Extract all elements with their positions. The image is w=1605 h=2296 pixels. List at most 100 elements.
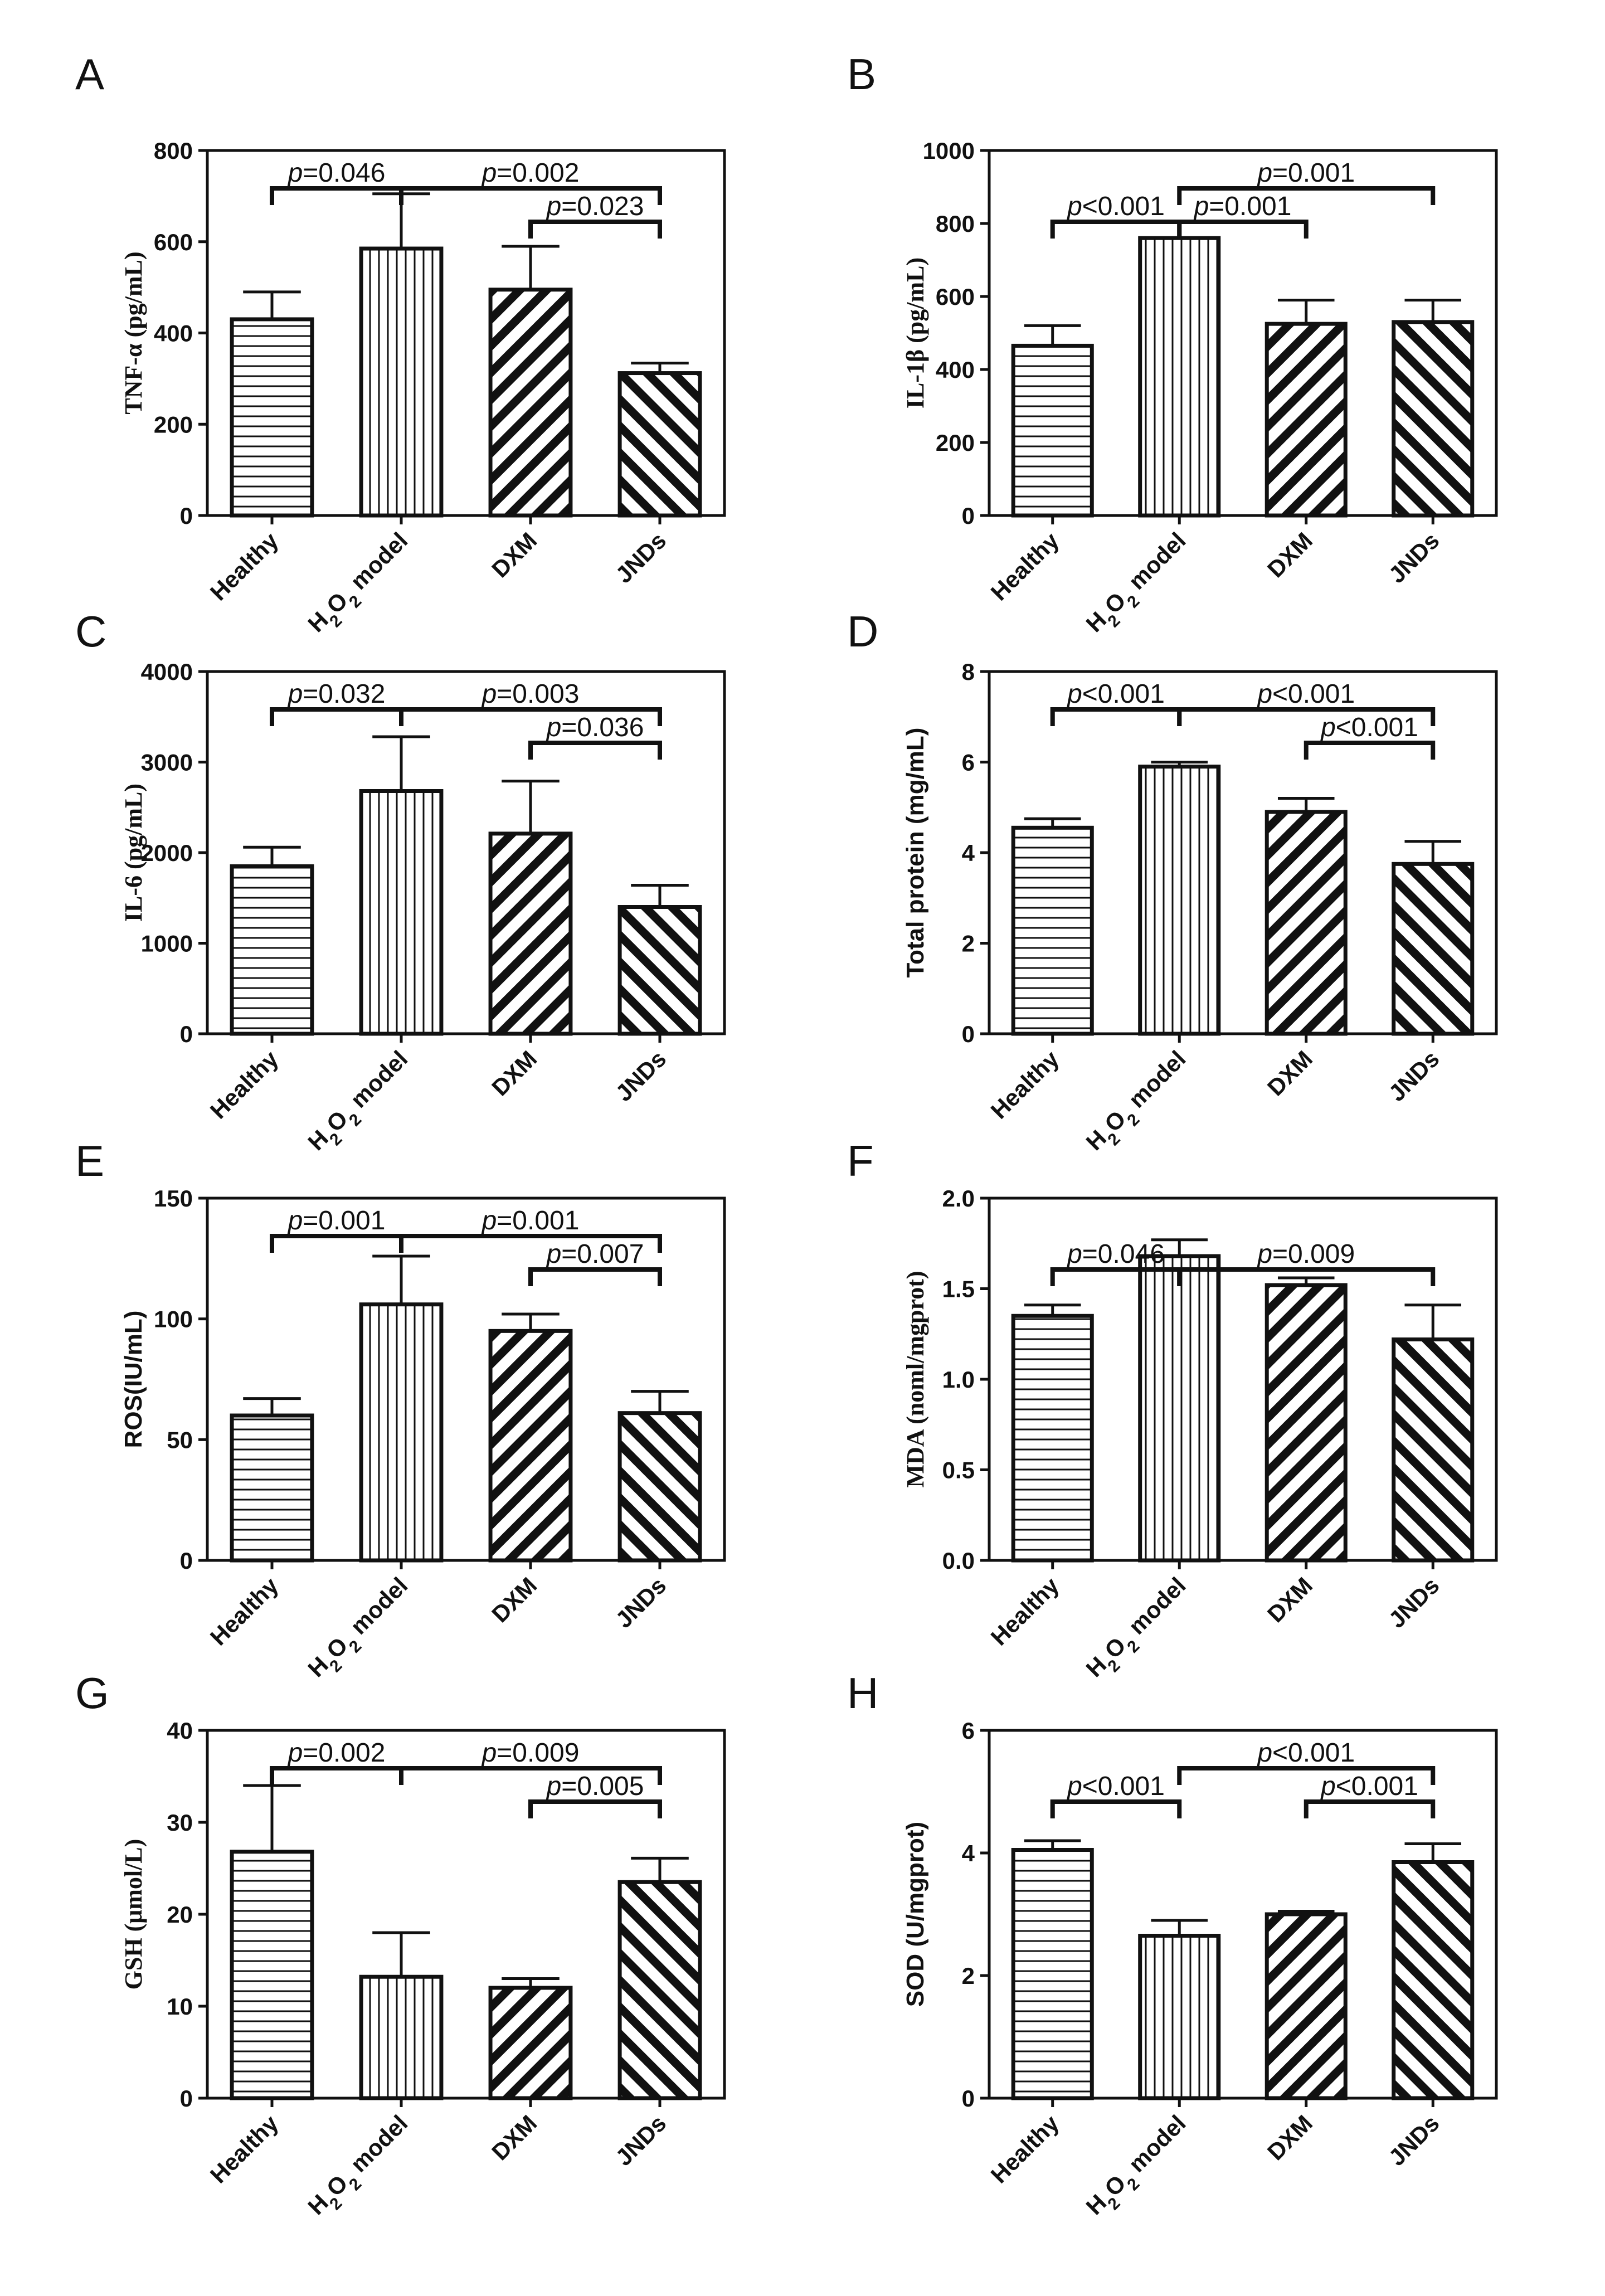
y-tick-label: 30: [167, 1809, 193, 1836]
x-tick-label-dxm: DXM: [1262, 527, 1317, 582]
y-axis-label: ROS(IU/mL): [120, 1311, 147, 1448]
bar-dxm: [1264, 322, 1348, 518]
x-tick-label-healthy: Healthy: [205, 2110, 284, 2188]
significance-bracket: [1177, 1267, 1436, 1286]
y-axis-label: IL-1β (pg/mL): [902, 257, 929, 408]
bar-h2o2-model: [1138, 236, 1221, 518]
p-value-label: p=0.001: [481, 1206, 580, 1235]
y-tick-label: 2.0: [942, 1185, 975, 1212]
p-value-label: p=0.009: [1256, 1239, 1355, 1269]
y-tick-label: 4000: [141, 659, 193, 685]
bar-dxm: [1264, 810, 1348, 1036]
p-value-label: p=0.001: [1256, 158, 1355, 188]
x-tick-label-dxm: DXM: [1262, 1572, 1317, 1627]
y-tick-label: 6: [962, 750, 975, 776]
significance-bracket: [1304, 741, 1436, 760]
bar-healthy: [1011, 1848, 1094, 2100]
bar-dxm: [488, 288, 573, 518]
x-tick-label-healthy: Healthy: [986, 2110, 1064, 2188]
x-tick-label-jnds: JNDs: [610, 1572, 671, 1633]
panel-letter: C: [75, 607, 106, 656]
p-value-label: p=0.002: [287, 1738, 386, 1768]
y-tick-label: 100: [154, 1306, 193, 1332]
y-tick-label: 0: [180, 503, 193, 529]
x-tick-label-dxm: DXM: [487, 2110, 542, 2165]
bar-healthy: [1011, 343, 1094, 518]
bar-jnds: [1392, 1337, 1475, 1563]
significance-bracket: [1177, 1766, 1436, 1785]
x-tick-label-jnds: JNDs: [1383, 2110, 1444, 2171]
significance-bracket: [270, 707, 403, 726]
bar-jnds: [617, 905, 702, 1036]
p-value-label: p<0.001: [1256, 679, 1355, 709]
y-tick-label: 0: [180, 1021, 193, 1047]
significance-bracket: [399, 1234, 662, 1253]
significance-bracket: [1050, 1799, 1182, 1818]
p-value-label: p=0.009: [481, 1738, 580, 1768]
significance-bracket: [528, 741, 662, 760]
x-tick-label-healthy: Healthy: [986, 527, 1064, 606]
p-value-label: p=0.001: [287, 1206, 386, 1235]
x-tick-label-h2o2-model: H2O2 model: [1081, 1045, 1197, 1161]
bar-jnds: [617, 1411, 702, 1563]
y-tick-label: 1000: [141, 931, 193, 957]
significance-bracket: [528, 220, 662, 239]
x-tick-label-dxm: DXM: [487, 1045, 542, 1101]
bar-h2o2-model: [359, 246, 444, 518]
p-value-label: p=0.046: [287, 158, 386, 188]
y-tick-label: 0.5: [942, 1457, 975, 1483]
significance-bracket: [1177, 220, 1309, 239]
bar-dxm: [488, 1329, 573, 1563]
x-tick-label-jnds: JNDs: [610, 2110, 671, 2171]
y-tick-label: 800: [154, 138, 193, 164]
y-tick-label: 2: [962, 931, 975, 957]
bar-dxm: [1264, 1912, 1348, 2100]
y-tick-label: 50: [167, 1427, 193, 1453]
y-axis-label: MDA (noml/mgprot): [902, 1271, 929, 1487]
significance-bracket: [1050, 220, 1182, 239]
y-axis-label: IL-6 (pg/mL): [120, 784, 147, 922]
y-tick-label: 3000: [141, 750, 193, 776]
y-tick-label: 2: [962, 1963, 975, 1989]
panel-letter: E: [75, 1136, 104, 1185]
y-tick-label: 400: [936, 357, 975, 383]
p-value-label: p=0.005: [546, 1772, 644, 1801]
significance-bracket: [399, 707, 662, 726]
p-value-label: p<0.001: [1256, 1738, 1355, 1768]
panel-letter: H: [847, 1669, 878, 1718]
x-tick-label-jnds: JNDs: [1383, 1572, 1444, 1633]
plot-frame: [206, 1196, 726, 1562]
x-tick-label-jnds: JNDs: [1383, 1045, 1444, 1106]
p-value-label: p=0.023: [546, 192, 644, 221]
bar-dxm: [488, 1986, 573, 2100]
bar-dxm: [1264, 1283, 1348, 1563]
significance-bracket: [1050, 707, 1182, 726]
significance-bracket: [528, 1799, 662, 1818]
x-tick-label-h2o2-model: H2O2 model: [1081, 527, 1197, 643]
x-tick-label-dxm: DXM: [1262, 1045, 1317, 1101]
p-value-label: p<0.001: [1066, 679, 1165, 709]
plot-frame: [988, 149, 1498, 517]
significance-bracket: [1177, 707, 1436, 726]
bar-healthy: [230, 317, 314, 518]
y-tick-label: 150: [154, 1185, 193, 1212]
bar-jnds: [617, 371, 702, 518]
x-tick-label-h2o2-model: H2O2 model: [303, 2110, 418, 2225]
significance-bracket: [270, 186, 403, 205]
bar-h2o2-model: [359, 1974, 444, 2100]
x-tick-label-h2o2-model: H2O2 model: [1081, 2110, 1197, 2225]
y-axis-label: Total protein (mg/mL): [902, 728, 929, 978]
bar-jnds: [617, 1880, 702, 2100]
y-tick-label: 0.0: [942, 1548, 975, 1574]
y-tick-label: 20: [167, 1901, 193, 1928]
significance-bracket: [528, 1267, 662, 1286]
plot-frame: [988, 1729, 1498, 2100]
x-tick-label-dxm: DXM: [487, 527, 542, 582]
y-tick-label: 600: [936, 284, 975, 310]
y-tick-label: 8: [962, 659, 975, 685]
